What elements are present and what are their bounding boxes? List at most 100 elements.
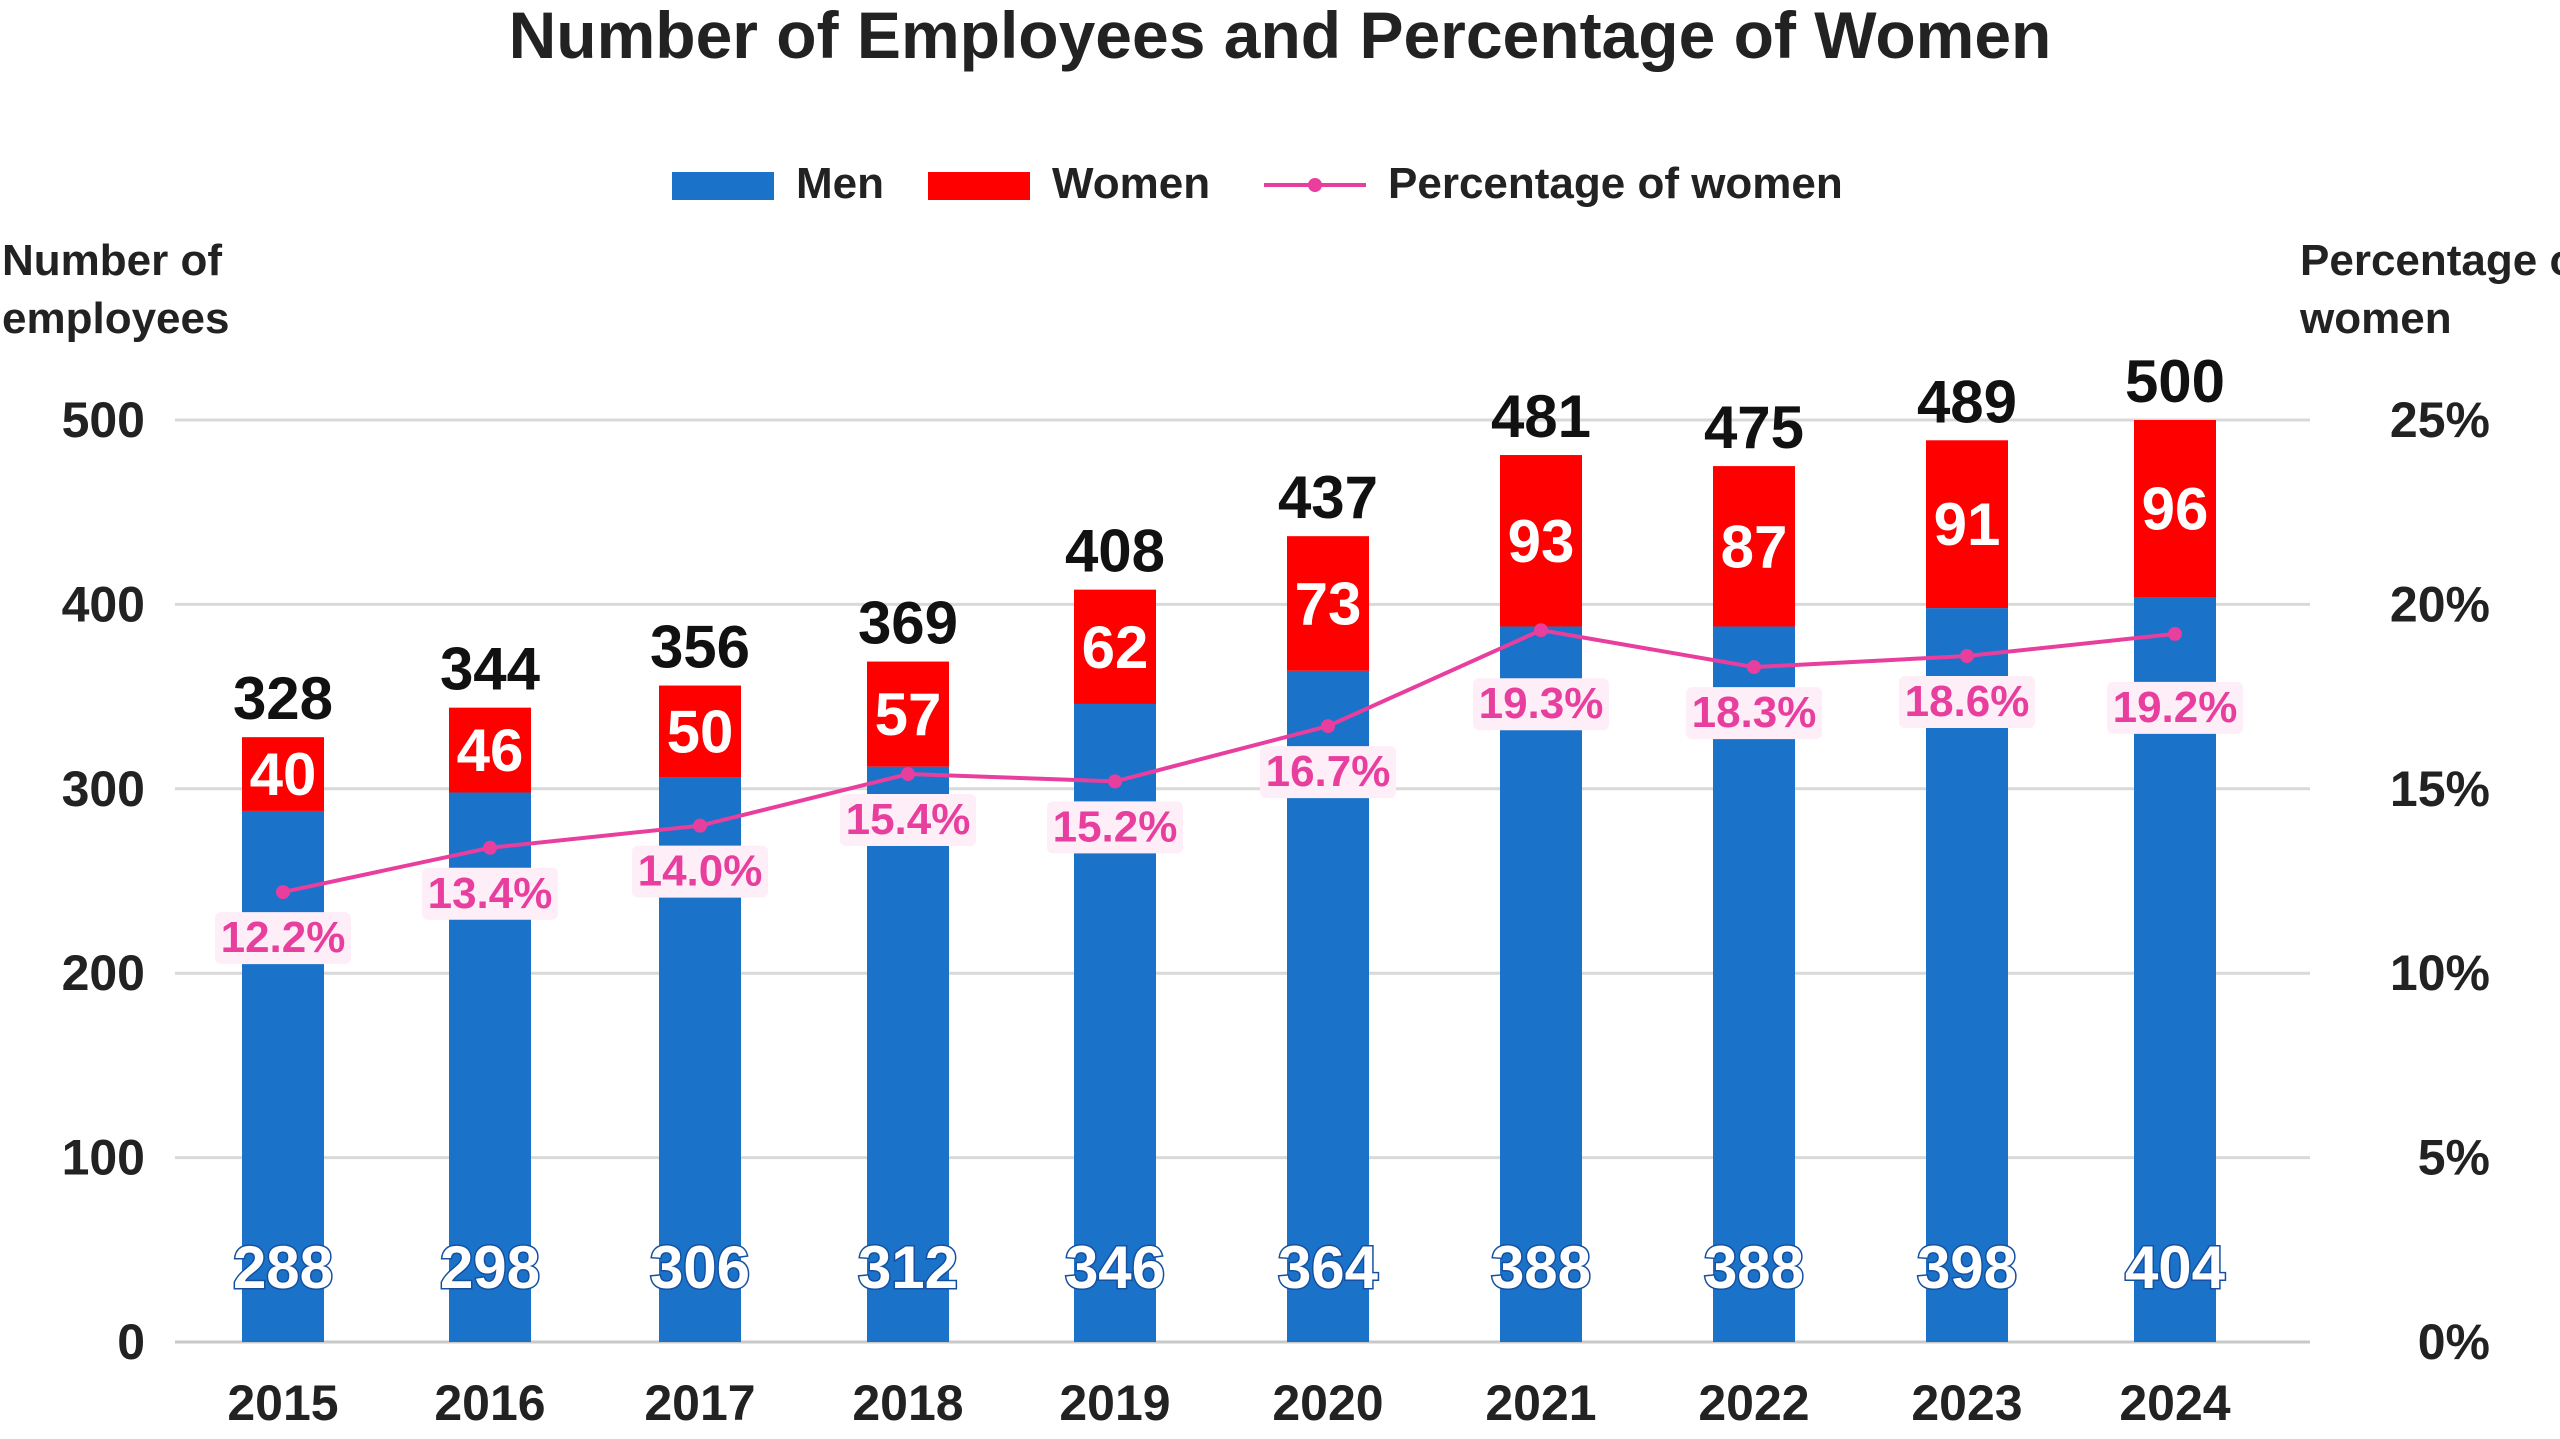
bar-men-value-label: 388 [1704,1234,1804,1301]
bar-men-value-label: 312 [858,1234,958,1301]
x-tick-label: 2015 [227,1375,338,1431]
percentage-label-bg [1047,801,1183,854]
left-tick-label: 0 [117,1314,145,1370]
percentage-point [901,767,915,782]
percentage-label-bg [215,912,351,965]
bar-men [1500,626,1582,1342]
percentage-point [276,885,290,900]
bar-total-label: 481 [1491,383,1591,450]
right-tick-label: 20% [2390,576,2490,632]
bar-total-label: 437 [1278,464,1378,531]
bar-total-label: 369 [858,590,958,657]
bar-women [1926,440,2008,609]
percentage-point [483,840,497,855]
left-tick-label: 400 [62,576,145,632]
left-axis-title-line-2: employees [2,294,229,343]
right-axis-title-line-2: women [2299,294,2452,343]
left-axis-title-line-1: Number of [2,236,222,285]
x-tick-label: 2018 [852,1375,963,1431]
right-tick-label: 0% [2418,1314,2490,1370]
percentage-label: 13.4% [428,869,553,918]
right-axis-title: Percentage of women [2299,236,2560,343]
bar-men-value-label: 298 [440,1234,540,1301]
percentage-label-bg [632,845,768,898]
bar-total-label: 489 [1917,368,2017,435]
percentage-label: 14.0% [638,847,763,896]
bar-total-label: 500 [2125,348,2225,415]
percentage-label-bg [422,867,558,920]
legend-label-percentage: Percentage of women [1388,159,1843,208]
bar-men-value-label: 364 [1278,1234,1379,1301]
percentage-label: 15.4% [846,795,971,844]
bar-women-value-label: 62 [1082,614,1149,681]
percentage-label-bg [1899,676,2035,729]
bar-total-label: 344 [440,636,541,703]
bar-women [449,707,531,793]
x-tick-label: 2024 [2119,1375,2230,1431]
legend: Men Women Percentage of women [672,159,1843,208]
percentage-point [693,818,707,833]
bar-men-value-label: 398 [1917,1234,2017,1301]
bar-women [867,661,949,767]
bar-women-value-label: 57 [875,681,942,748]
left-axis-ticks: 0 100 200 300 400 500 [62,392,145,1370]
right-axis-ticks: 0% 5% 10% 15% 20% 25% [2390,392,2490,1370]
bar-women [1713,466,1795,627]
percentage-label: 18.3% [1692,688,1817,737]
bar-women-value-label: 46 [457,717,524,784]
bar-women [1287,536,1369,671]
bar-women-value-label: 91 [1934,491,2001,558]
percentage-label: 12.2% [221,913,346,962]
percentage-point [1534,623,1548,638]
percentage-point [1108,774,1122,789]
bar-men [867,766,949,1342]
x-tick-label: 2017 [644,1375,755,1431]
bar-women [242,737,324,811]
bar-women-value-label: 93 [1508,508,1575,575]
left-tick-label: 300 [62,761,145,817]
percentage-line: 12.2% 13.4% 14.0% 15.4% 15.2% 16.7% 19.3% 18.3%… [215,623,2243,965]
legend-swatch-women [928,172,1030,200]
bar-women [1500,455,1582,627]
bar-women [1074,589,1156,704]
x-tick-label: 2016 [434,1375,545,1431]
percentage-label-bg [1260,746,1396,799]
bar-women [2134,420,2216,598]
x-tick-label: 2021 [1485,1375,1596,1431]
bar-men-value-label: 388 [1491,1234,1591,1301]
bar-men-value-label: 346 [1065,1234,1165,1301]
bar-women [659,685,741,778]
x-tick-label: 2022 [1698,1375,1809,1431]
bar-total-label: 408 [1065,518,1165,585]
x-tick-label: 2019 [1059,1375,1170,1431]
percentage-label: 16.7% [1266,747,1391,796]
percentage-point [1321,719,1335,734]
bar-total-label: 328 [233,665,333,732]
bar-men-value-label: 306 [650,1234,750,1301]
x-axis-ticks: 2015 2016 2017 2018 2019 2020 2021 2022 2023 2024 [227,1375,2230,1431]
left-tick-label: 500 [62,392,145,448]
percentage-point [1960,649,1974,664]
right-tick-label: 5% [2418,1130,2490,1186]
bar-women-value-label: 50 [667,699,734,766]
bar-women-value-label: 87 [1721,513,1788,580]
x-tick-label: 2020 [1272,1375,1383,1431]
chart-title: Number of Employees and Percentage of Wo… [509,0,2052,72]
bar-men-value-label: 288 [233,1234,333,1301]
bar-men-value-label: 404 [2125,1234,2226,1301]
left-tick-label: 100 [62,1130,145,1186]
bar-total-label: 356 [650,614,750,681]
percentage-point [2168,626,2182,641]
percentage-label-bg [2107,681,2243,734]
bar-women-value-label: 40 [250,741,317,808]
x-tick-label: 2023 [1911,1375,2022,1431]
percentage-point [1747,660,1761,675]
bar-men [1713,626,1795,1342]
percentage-label: 19.3% [1479,679,1604,728]
legend-label-men: Men [796,159,884,208]
right-tick-label: 15% [2390,761,2490,817]
bar-men [1926,608,2008,1342]
right-tick-label: 25% [2390,392,2490,448]
bar-men [242,810,324,1342]
